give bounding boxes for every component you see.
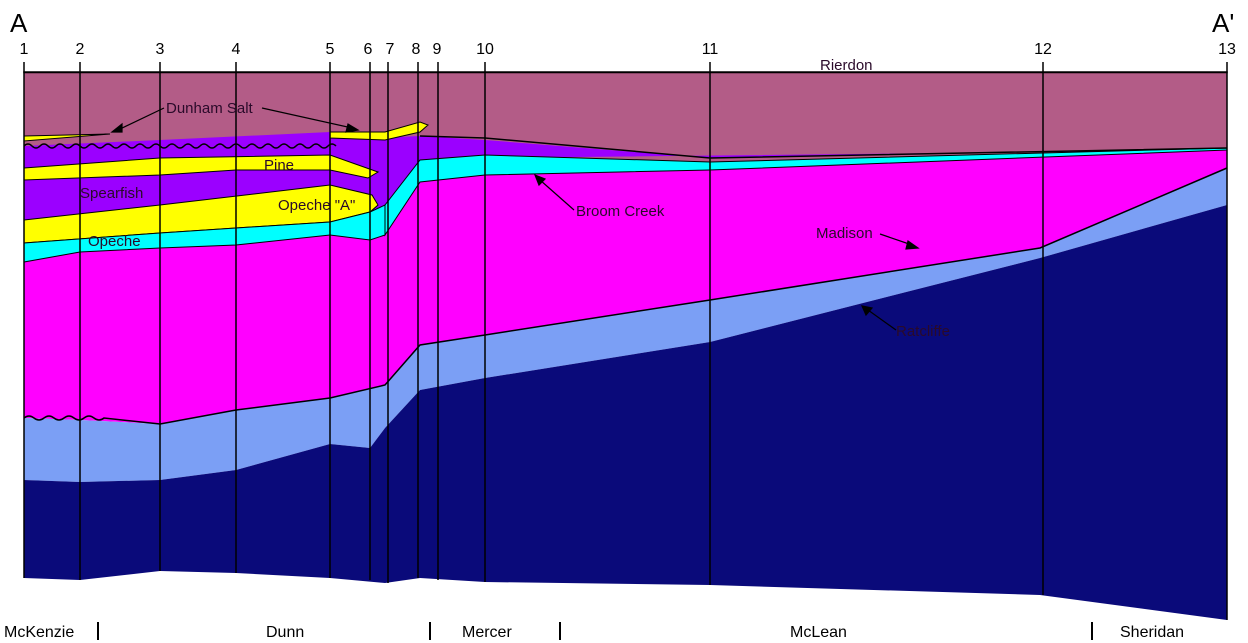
end-label-left: A <box>10 8 28 38</box>
label-spearfish: Spearfish <box>80 185 143 202</box>
well-number: 3 <box>156 41 165 58</box>
ratcliffe-unit <box>24 168 1227 482</box>
well-number: 4 <box>232 41 241 58</box>
leader-arrows <box>110 107 920 331</box>
well-number: 6 <box>364 41 373 58</box>
opeche-unit <box>23 204 386 263</box>
county-label: McLean <box>790 624 847 641</box>
label-opeche: Opeche <box>88 233 141 250</box>
end-label-right: A' <box>1212 8 1234 38</box>
well-number: 10 <box>476 41 494 58</box>
unconformity-madison <box>23 167 1228 425</box>
well-number: 9 <box>433 41 442 58</box>
label-opeche-a: Opeche "A" <box>278 197 355 214</box>
county-row: McKenzie Dunn Mercer McLean Sheridan <box>4 624 1184 641</box>
label-ratcliffe: Ratcliffe <box>896 323 950 340</box>
county-label: Sheridan <box>1120 624 1184 641</box>
well-number: 2 <box>76 41 85 58</box>
section-frame-top <box>23 71 1228 74</box>
well-number: 13 <box>1218 41 1236 58</box>
label-dunham-salt: Dunham Salt <box>166 100 254 117</box>
well-number: 5 <box>326 41 335 58</box>
madison-unit <box>24 148 1227 424</box>
dunham-salt-unit <box>329 121 429 141</box>
basement-unit <box>24 205 1227 620</box>
label-madison: Madison <box>816 225 873 242</box>
well-lines <box>23 62 1228 620</box>
label-pine: Pine <box>264 157 294 174</box>
well-number: 12 <box>1034 41 1052 58</box>
well-number: 8 <box>412 41 421 58</box>
label-rierdon: Rierdon <box>820 57 873 74</box>
county-label: McKenzie <box>4 624 74 641</box>
well-number: 1 <box>20 41 29 58</box>
county-dividers <box>97 622 1093 640</box>
label-broom-creek: Broom Creek <box>576 203 665 220</box>
well-number: 7 <box>386 41 395 58</box>
well-number: 11 <box>702 41 719 58</box>
well-numbers: 1 2 3 4 5 6 7 8 9 10 11 12 13 <box>20 41 1236 58</box>
pine-unit <box>23 154 380 181</box>
county-label: Mercer <box>462 624 512 641</box>
unconformity-upper <box>23 135 1228 159</box>
county-label: Dunn <box>266 624 304 641</box>
